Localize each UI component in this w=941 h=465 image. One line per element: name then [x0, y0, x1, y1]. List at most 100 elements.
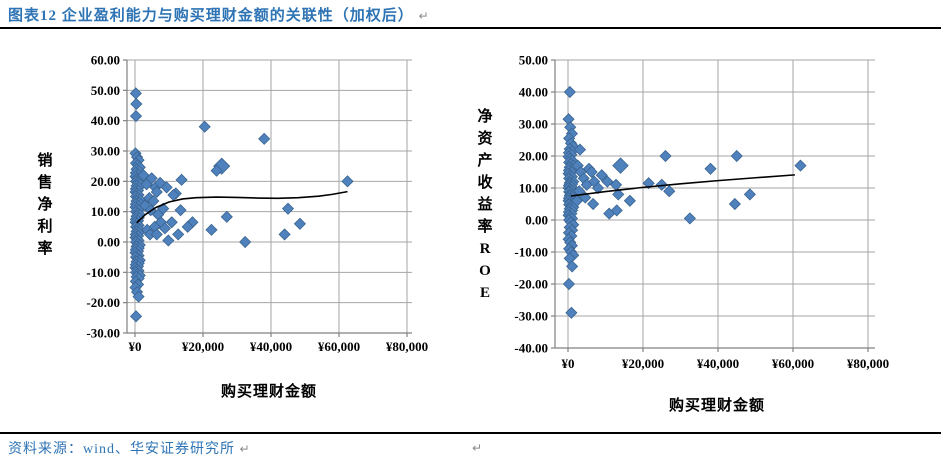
trend-line — [136, 190, 348, 224]
scatter-point — [175, 173, 188, 186]
scatter-point — [213, 157, 231, 175]
paragraph-mark-icon: ↵ — [239, 442, 250, 456]
scatter-point — [743, 188, 756, 201]
y-tick-label: 50.00 — [519, 53, 548, 68]
x-tick-label: ¥60,000 — [772, 356, 814, 371]
y-tick-label: 60.00 — [91, 53, 120, 68]
paragraph-mark-icon: ↵ — [472, 441, 483, 455]
y-axis-title-char: 资 — [477, 131, 493, 147]
figure-title: 图表12 企业盈利能力与购买理财金额的关联性（加权后） — [8, 8, 414, 24]
scatter-point — [129, 110, 143, 123]
scatter-point — [341, 175, 354, 188]
scatter-point — [172, 228, 185, 241]
scatter-point — [587, 197, 600, 211]
scatter-point — [562, 277, 576, 291]
y-tick-label: 40.00 — [519, 85, 548, 100]
scatter-point — [704, 162, 717, 175]
source-text: 资料来源：wind、华安证券研究所 — [8, 442, 235, 457]
scatter-point — [570, 194, 584, 207]
scatter-point — [663, 185, 676, 198]
scatter-point — [129, 310, 143, 323]
scatter-point — [174, 204, 187, 217]
x-tick-label: ¥0 — [562, 356, 575, 371]
scatter-point — [154, 176, 167, 189]
y-axis-title-char: 产 — [477, 153, 493, 169]
left-scatter-chart: 60.00 50.00 40.00 30.00 20.00 10.00 0.00 -10.00… — [86, 53, 428, 401]
scatter-point — [205, 223, 218, 236]
y-axis-title-char: R — [479, 241, 491, 257]
y-tick-label: -30.00 — [86, 325, 120, 340]
y-axis-title-char: E — [479, 285, 490, 301]
scatter-point — [145, 172, 158, 185]
scatter-point — [281, 202, 295, 215]
scatter-point — [162, 234, 175, 247]
scatter-point — [623, 194, 636, 207]
y-tick-label: 40.00 — [91, 113, 120, 128]
scatter-point — [601, 175, 614, 188]
scatter-point — [794, 159, 807, 172]
y-axis-title-char: 率 — [477, 219, 493, 235]
y-axis-title-char: 净 — [37, 197, 53, 213]
y-tick-label: 50.00 — [91, 83, 120, 98]
y-axis-title-char: 销 — [37, 153, 53, 169]
right-scatter-chart: 50.00 40.00 30.00 20.00 10.00 0.00 -10.00 -20.0… — [514, 53, 889, 415]
x-tick-label: ¥60,000 — [318, 339, 360, 354]
y-axis-title-char: 益 — [477, 197, 493, 213]
y-tick-label: 20.00 — [91, 174, 120, 189]
scatter-point — [158, 222, 171, 235]
scatter-point — [585, 165, 598, 179]
y-axis-title-char: 收 — [477, 175, 493, 191]
y-axis-title-char: O — [479, 263, 491, 279]
scatter-point — [563, 85, 576, 99]
y-tick-label: -20.00 — [514, 277, 548, 292]
scatter-point — [147, 194, 160, 208]
trend-line — [570, 174, 795, 197]
source-row: 资料来源：wind、华安证券研究所 ↵ — [8, 438, 250, 458]
scatter-point — [150, 228, 163, 241]
scatter-point — [728, 197, 741, 211]
x-tick-label: ¥0 — [129, 339, 142, 354]
scatter-point — [683, 212, 696, 225]
scatter-point — [150, 185, 163, 199]
x-axis-title: 购买理财金额 — [221, 382, 317, 400]
x-tick-label: ¥40,000 — [250, 339, 292, 354]
scatter-point — [198, 120, 211, 133]
scatter-point — [612, 188, 625, 201]
scatter-point — [258, 132, 271, 145]
x-tick-label: ¥20,000 — [622, 356, 664, 371]
y-tick-label: -40.00 — [514, 341, 548, 356]
y-tick-label: 30.00 — [91, 143, 120, 158]
scatter-point — [129, 87, 142, 100]
scatter-point — [610, 204, 623, 217]
y-tick-label: 30.00 — [519, 117, 548, 132]
scatter-point — [612, 157, 629, 174]
scatter-point — [659, 149, 672, 163]
scatter-point — [239, 235, 252, 249]
y-tick-label: 10.00 — [91, 204, 120, 219]
x-tick-label: ¥40,000 — [697, 356, 739, 371]
paragraph-mark-icon: ↵ — [418, 9, 429, 23]
scatter-point — [132, 290, 145, 303]
scatter-point — [595, 169, 608, 182]
title-separator-line — [0, 27, 941, 29]
scatter-point — [220, 210, 233, 223]
x-tick-label: ¥80,000 — [386, 339, 428, 354]
scatter-point — [210, 164, 223, 177]
scatter-point — [181, 220, 194, 233]
footer-separator-line — [0, 432, 941, 434]
scatter-point — [130, 97, 143, 111]
left-y-axis-title: 销售净利率 — [34, 150, 56, 260]
y-axis-title-char: 利 — [37, 219, 53, 235]
y-axis-title-char: 净 — [477, 109, 493, 125]
y-tick-label: 0.00 — [525, 213, 548, 228]
y-tick-label: -10.00 — [514, 245, 548, 260]
y-tick-label: 20.00 — [519, 149, 548, 164]
scatter-point — [591, 181, 605, 195]
scatter-point — [278, 228, 291, 241]
scatter-point — [566, 260, 579, 273]
y-tick-label: 10.00 — [519, 181, 548, 196]
scatter-point — [165, 216, 178, 229]
figure-title-row: 图表12 企业盈利能力与购买理财金额的关联性（加权后） ↵ — [8, 4, 429, 25]
y-tick-label: -20.00 — [86, 295, 120, 310]
